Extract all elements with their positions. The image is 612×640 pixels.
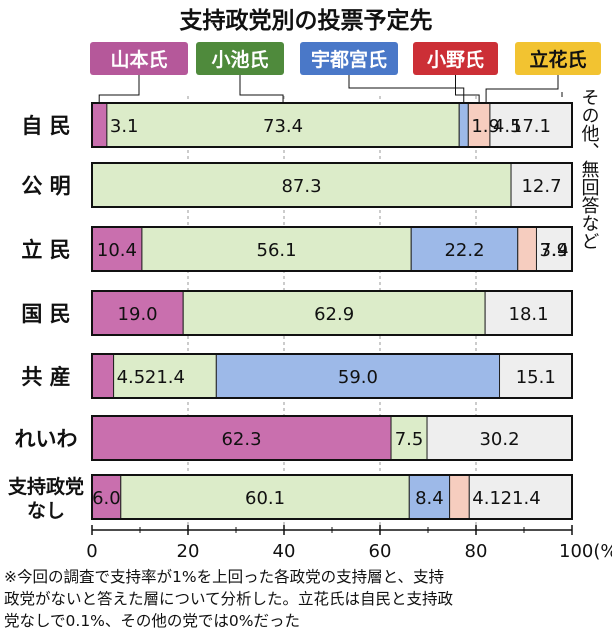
- data-label: 15.1: [516, 367, 556, 388]
- legend-item: 小野氏: [427, 49, 484, 71]
- data-label: 19.0: [118, 304, 158, 325]
- row-label: 公 明: [21, 174, 70, 198]
- leader-line: [98, 75, 140, 103]
- x-tick-label: 20: [177, 541, 200, 562]
- x-tick-label: 80: [465, 541, 488, 562]
- data-label: 73.4: [263, 116, 303, 137]
- data-label: 4.1: [472, 488, 501, 509]
- data-label: 62.3: [221, 429, 261, 450]
- bar-outline: [91, 415, 573, 461]
- data-label: 17.1: [511, 116, 551, 137]
- data-label: 6.0: [92, 488, 121, 509]
- x-tick-label: 60: [369, 541, 392, 562]
- legend: 山本氏 小池氏 宇都宮氏 小野氏 立花氏: [90, 42, 601, 75]
- row-label: なし: [27, 500, 65, 522]
- stacked-bar-chart: 支持政党別の投票予定先 山本氏 小池氏 宇都宮氏 小野氏 立花氏 3.1 73.4 1.94…: [7, 7, 612, 562]
- bar-segment: [489, 102, 573, 148]
- x-tick-label: 0: [86, 541, 97, 562]
- bar-segment: [113, 353, 217, 399]
- row-label: 共 産: [21, 365, 70, 389]
- footnote: ※今回の調査で支持率が1%を上回った各政党の支持層と、支持 政党がないと答えた層…: [4, 566, 608, 632]
- legend-swatch: [515, 42, 601, 75]
- bar-outline: [91, 102, 573, 148]
- legend-swatch: [90, 42, 188, 75]
- data-label: 4.5: [493, 116, 522, 137]
- legend-item: 宇都宮氏: [311, 48, 387, 71]
- x-axis: 0 20 40 60 80 100(%): [86, 525, 612, 562]
- data-label: 12.7: [521, 176, 561, 197]
- bar-outline: [91, 353, 573, 399]
- data-label: 21.4: [501, 488, 541, 509]
- bar-segment: [91, 353, 115, 399]
- footnote-line: 党なしで0.1%、その他の党では0%だった: [4, 612, 301, 630]
- bar-segment: [106, 102, 460, 148]
- data-label: 30.2: [479, 429, 519, 450]
- row-label: 国 民: [21, 302, 70, 326]
- bar-segment: [468, 474, 573, 520]
- leader-line: [348, 75, 465, 103]
- legend-swatch: [300, 42, 398, 75]
- legend-swatch: [413, 42, 498, 75]
- data-label: 3.1: [110, 116, 139, 137]
- data-label: 7.4: [540, 240, 569, 261]
- legend-item: 小池氏: [211, 48, 268, 71]
- bar-segment: [458, 102, 469, 148]
- footnote-line: 政党がないと答えた層について分析した。立花氏は自民と支持政: [4, 590, 454, 608]
- data-label: 21.4: [145, 367, 185, 388]
- data-label: 87.3: [281, 176, 321, 197]
- chart-title: 支持政党別の投票予定先: [179, 7, 433, 34]
- data-label: 62.9: [314, 304, 354, 325]
- bar-outline: [91, 226, 573, 272]
- leader-line: [239, 75, 284, 103]
- leader-line: [485, 75, 559, 103]
- data-label: 1.9: [471, 116, 500, 137]
- row-label: 立 民: [21, 238, 70, 262]
- bar-segment: [141, 226, 412, 272]
- data-label: 7.5: [395, 429, 424, 450]
- leader-line: [455, 75, 480, 103]
- bar-segment: [449, 474, 470, 520]
- row-label: 支持政党: [7, 475, 84, 498]
- bar-outline: [91, 162, 573, 208]
- data-label: 56.1: [257, 240, 297, 261]
- bar-segment: [517, 226, 537, 272]
- data-label: 18.1: [509, 304, 549, 325]
- bar-outline: [91, 290, 573, 336]
- bar-segment: [410, 226, 519, 272]
- data-label: 8.4: [415, 488, 444, 509]
- legend-swatch: [196, 42, 284, 75]
- bar-outline: [91, 474, 573, 520]
- footnote-line: ※今回の調査で支持率が1%を上回った各政党の支持層と、支持: [4, 568, 444, 586]
- bar-segment: [390, 415, 428, 461]
- legend-item: 山本氏: [110, 48, 167, 71]
- bar-segment: [426, 415, 573, 461]
- x-tick-label: 100(%): [559, 541, 612, 562]
- bar-segment: [91, 102, 108, 148]
- data-label: 10.4: [97, 240, 137, 261]
- bars: 3.1 73.4 1.94.517.187.3 12.710.4 56.1 22.2 3.9…: [91, 102, 573, 520]
- bar-segment: [91, 162, 512, 208]
- data-label: 59.0: [338, 367, 378, 388]
- row-label: 自 民: [21, 114, 70, 138]
- data-label: 4.5: [117, 367, 146, 388]
- data-label: 22.2: [444, 240, 484, 261]
- bar-segment: [408, 474, 451, 520]
- legend-item: 立花氏: [529, 48, 586, 71]
- row-label: れいわ: [15, 427, 78, 451]
- bar-segment: [484, 290, 573, 336]
- x-tick-label: 40: [273, 541, 296, 562]
- other-series-label: その他、無回答など: [579, 88, 600, 250]
- data-label: 60.1: [245, 488, 285, 509]
- bar-segment: [182, 290, 486, 336]
- data-label: 3.9: [539, 240, 568, 261]
- legend-leader-lines: [98, 75, 563, 103]
